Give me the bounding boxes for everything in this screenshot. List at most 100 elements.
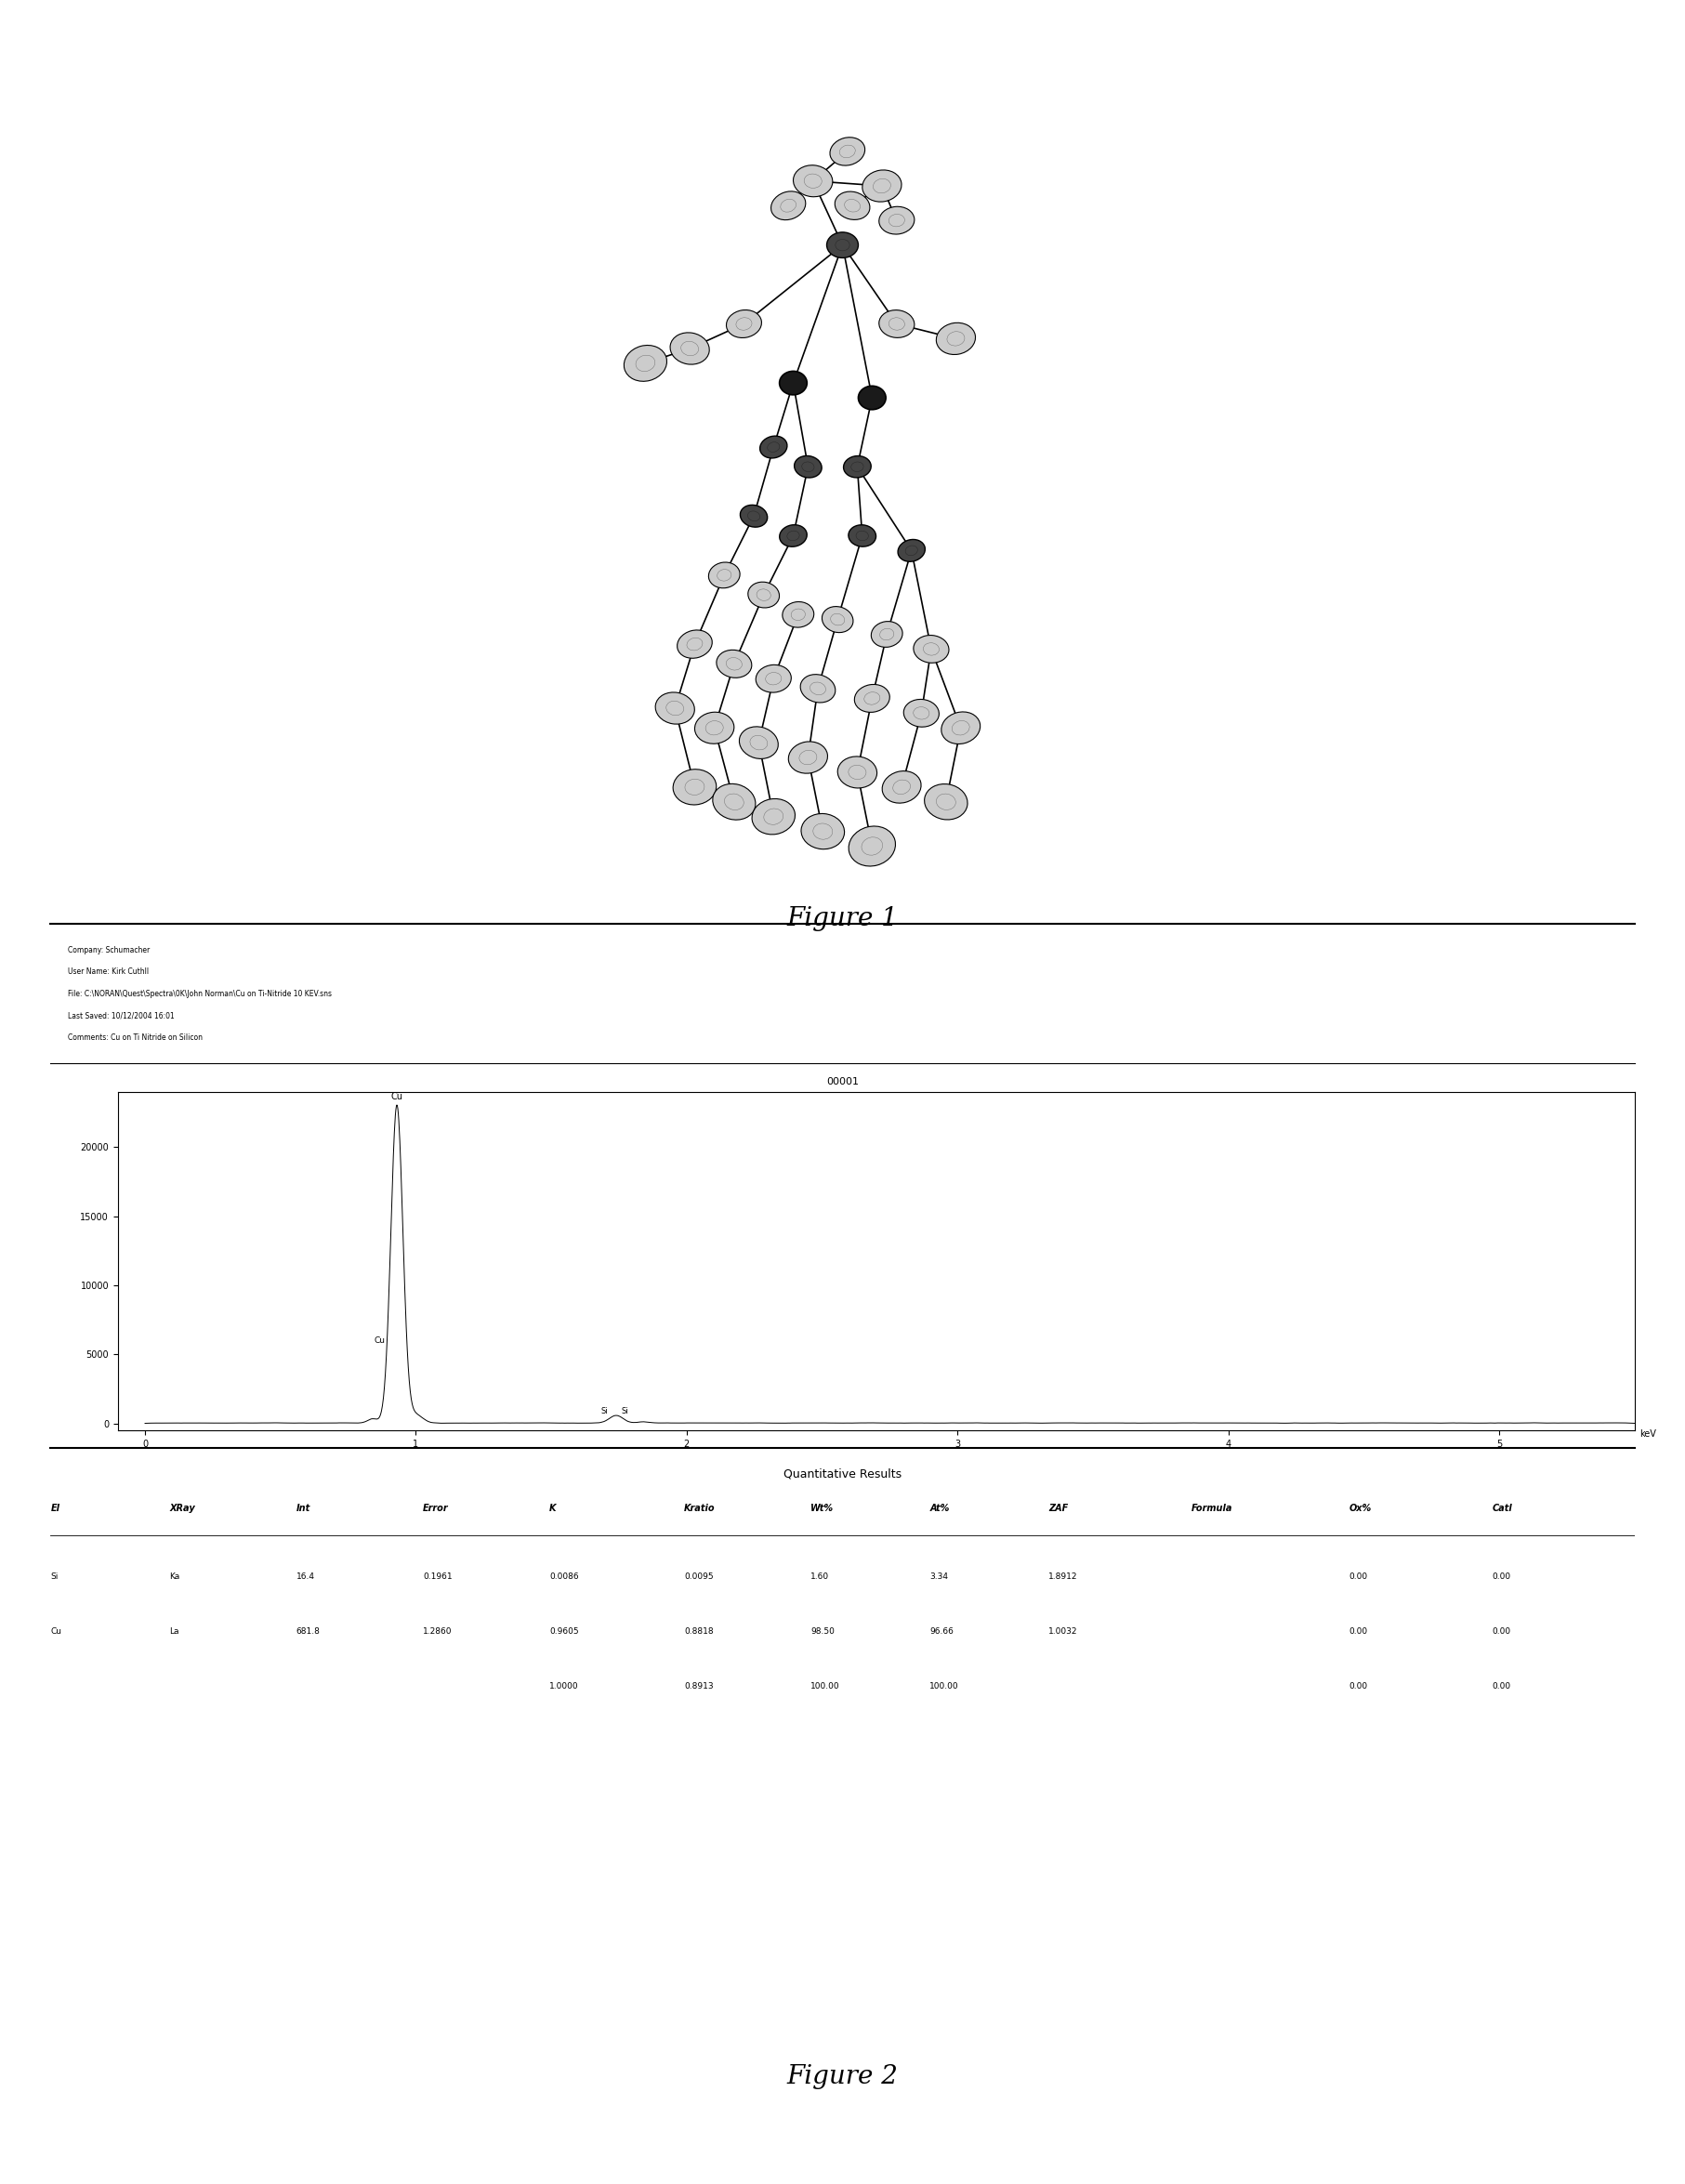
Ellipse shape (837, 756, 876, 788)
Ellipse shape (672, 769, 716, 806)
Text: 0.00: 0.00 (1491, 1572, 1511, 1581)
Text: Kratio: Kratio (684, 1503, 716, 1514)
Ellipse shape (709, 561, 740, 587)
Text: File: C:\NORAN\Quest\Spectra\0K\John Norman\Cu on Ti-Nitride 10 KEV.sns: File: C:\NORAN\Quest\Spectra\0K\John Nor… (67, 989, 332, 998)
Text: Formula: Formula (1191, 1503, 1232, 1514)
Ellipse shape (849, 524, 876, 546)
Text: 1.0000: 1.0000 (549, 1682, 580, 1690)
Text: K: K (549, 1503, 556, 1514)
Ellipse shape (913, 636, 949, 664)
Ellipse shape (694, 712, 735, 745)
Ellipse shape (740, 727, 778, 758)
Ellipse shape (789, 743, 827, 773)
Ellipse shape (748, 581, 780, 607)
Ellipse shape (794, 166, 832, 197)
Text: 0.0086: 0.0086 (549, 1572, 580, 1581)
Text: Si: Si (51, 1572, 59, 1581)
Ellipse shape (800, 675, 836, 703)
Text: Company: Schumacher: Company: Schumacher (67, 946, 150, 954)
Text: 0.0095: 0.0095 (684, 1572, 713, 1581)
Text: Ka: Ka (168, 1572, 180, 1581)
Ellipse shape (880, 310, 915, 339)
Ellipse shape (782, 603, 814, 627)
Ellipse shape (849, 826, 895, 867)
Ellipse shape (752, 799, 795, 834)
Text: Cu: Cu (374, 1337, 384, 1345)
Text: Cu: Cu (51, 1627, 62, 1636)
Text: La: La (168, 1627, 179, 1636)
Text: 1.0032: 1.0032 (1048, 1627, 1078, 1636)
Ellipse shape (757, 664, 792, 692)
Text: Error: Error (423, 1503, 448, 1514)
Text: At%: At% (930, 1503, 949, 1514)
Text: ZAF: ZAF (1048, 1503, 1068, 1514)
Text: Int: Int (297, 1503, 310, 1514)
Ellipse shape (883, 771, 922, 804)
Ellipse shape (854, 684, 890, 712)
Text: 1.8912: 1.8912 (1048, 1572, 1078, 1581)
Text: XRay: XRay (168, 1503, 195, 1514)
Text: Wt%: Wt% (810, 1503, 834, 1514)
Text: 0.00: 0.00 (1350, 1627, 1368, 1636)
Text: 16.4: 16.4 (297, 1572, 315, 1581)
Ellipse shape (925, 784, 967, 819)
Text: 0.00: 0.00 (1350, 1682, 1368, 1690)
Text: 0.00: 0.00 (1491, 1627, 1511, 1636)
Text: Quantitative Results: Quantitative Results (784, 1468, 901, 1481)
Ellipse shape (827, 232, 858, 258)
Text: 98.50: 98.50 (810, 1627, 834, 1636)
Ellipse shape (623, 345, 667, 382)
Ellipse shape (671, 332, 709, 365)
Ellipse shape (780, 371, 807, 395)
Text: 100.00: 100.00 (810, 1682, 841, 1690)
Text: 0.9605: 0.9605 (549, 1627, 580, 1636)
Text: 0.8818: 0.8818 (684, 1627, 713, 1636)
Ellipse shape (726, 310, 762, 339)
Text: 00001: 00001 (826, 1077, 859, 1085)
Text: 0.00: 0.00 (1491, 1682, 1511, 1690)
Ellipse shape (740, 505, 767, 526)
Text: Catl: Catl (1491, 1503, 1511, 1514)
Ellipse shape (858, 387, 886, 411)
Text: 1.2860: 1.2860 (423, 1627, 452, 1636)
Text: Figure 2: Figure 2 (787, 2064, 898, 2088)
Ellipse shape (903, 699, 939, 727)
Ellipse shape (822, 607, 853, 633)
Text: 0.00: 0.00 (1350, 1572, 1368, 1581)
Ellipse shape (713, 784, 755, 819)
Text: Si: Si (602, 1406, 608, 1415)
Text: 3.34: 3.34 (930, 1572, 949, 1581)
Text: 0.1961: 0.1961 (423, 1572, 452, 1581)
Text: 1.60: 1.60 (810, 1572, 829, 1581)
Ellipse shape (677, 629, 713, 657)
Text: 96.66: 96.66 (930, 1627, 954, 1636)
Ellipse shape (794, 456, 822, 478)
Ellipse shape (937, 323, 976, 354)
Text: User Name: Kirk Cuthll: User Name: Kirk Cuthll (67, 968, 148, 976)
Ellipse shape (800, 815, 844, 850)
Ellipse shape (655, 692, 694, 725)
Ellipse shape (760, 437, 787, 459)
Text: El: El (51, 1503, 61, 1514)
Ellipse shape (831, 138, 864, 166)
Text: Cu: Cu (391, 1092, 403, 1101)
Ellipse shape (844, 456, 871, 478)
Ellipse shape (863, 170, 901, 201)
Ellipse shape (716, 651, 752, 677)
Text: Ox%: Ox% (1350, 1503, 1372, 1514)
Text: keV: keV (1640, 1428, 1656, 1439)
Ellipse shape (871, 622, 903, 646)
Ellipse shape (898, 539, 925, 561)
Text: Si: Si (622, 1406, 629, 1415)
Ellipse shape (780, 524, 807, 546)
Text: 0.8913: 0.8913 (684, 1682, 713, 1690)
Text: Figure 1: Figure 1 (787, 906, 898, 930)
Ellipse shape (772, 192, 805, 221)
Text: 100.00: 100.00 (930, 1682, 959, 1690)
Text: Comments: Cu on Ti Nitride on Silicon: Comments: Cu on Ti Nitride on Silicon (67, 1033, 202, 1042)
Ellipse shape (880, 207, 915, 234)
Ellipse shape (942, 712, 981, 745)
Text: Last Saved: 10/12/2004 16:01: Last Saved: 10/12/2004 16:01 (67, 1011, 174, 1020)
Text: 681.8: 681.8 (297, 1627, 320, 1636)
Ellipse shape (834, 192, 869, 221)
